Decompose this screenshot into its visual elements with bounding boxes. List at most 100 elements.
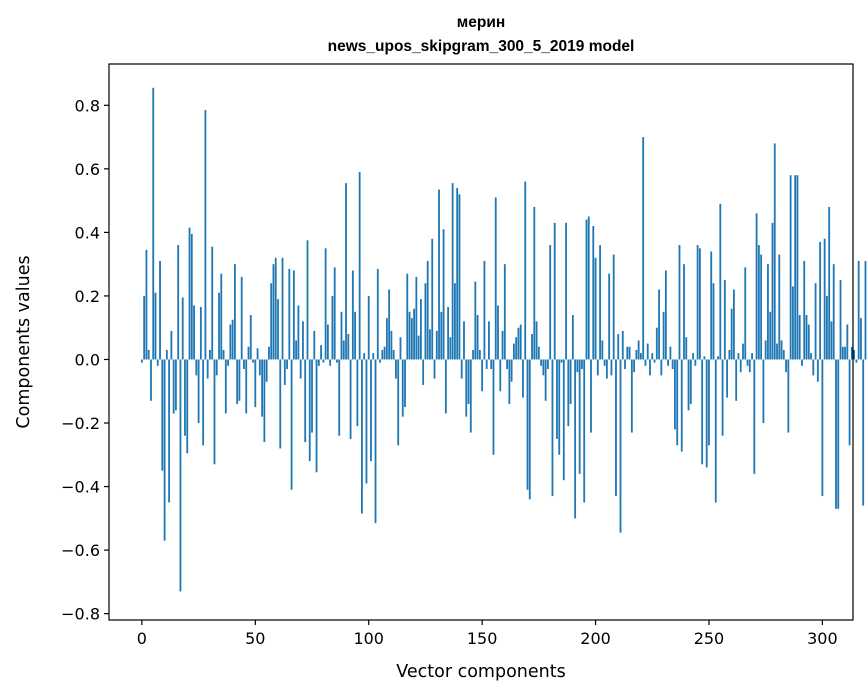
bar [733,289,735,360]
bar [776,343,778,360]
bar [297,305,300,360]
bar [342,340,345,360]
bar [349,359,352,439]
bar [723,280,726,360]
bar [256,348,259,360]
bar [605,359,608,379]
bar [449,337,452,360]
bar [474,281,477,360]
bar [406,273,409,360]
bar [644,359,647,366]
bar [574,359,577,519]
bar [664,270,667,360]
bar [272,264,275,360]
bar [510,359,513,382]
bar [610,359,613,376]
bar [712,283,715,360]
bar [762,359,765,424]
bar [410,318,413,360]
bar [322,359,325,363]
bar [454,283,456,360]
bar [755,213,758,360]
bar [780,340,783,360]
bar [612,254,615,360]
bar [544,359,547,401]
x-tick-label: 150 [467,629,498,648]
bar [737,353,740,360]
bar [753,359,756,474]
bar [562,359,565,481]
bar [556,359,558,439]
bar [519,324,522,360]
bar [662,311,665,360]
bar [637,340,640,360]
bar [168,359,171,503]
bar [791,286,794,360]
bar [537,346,540,360]
bar [213,359,216,465]
bar [388,289,391,360]
bar [635,349,638,360]
bar [220,273,223,360]
bar [156,359,159,366]
bar [458,194,461,360]
bar [358,172,361,360]
bar [646,343,649,360]
bar [551,359,554,497]
bar [685,337,688,360]
bar [533,206,536,360]
bar [417,335,420,360]
bar [512,343,515,360]
bar [243,359,245,370]
x-tick-label: 300 [807,629,838,648]
bar [862,359,865,506]
chart-title: мерин [457,14,505,31]
bar [279,359,282,449]
bar [615,359,617,497]
bar [587,216,590,360]
bar [667,359,670,366]
bar [837,359,840,509]
bar [746,359,749,366]
bar [354,311,357,360]
bar [365,359,368,484]
bar [810,353,812,360]
x-tick-label: 0 [137,629,147,648]
bar [721,359,724,436]
bar [163,359,166,541]
bar [224,359,227,414]
bar [345,183,347,360]
bar [390,330,393,360]
bar [864,260,867,360]
bar [839,280,842,360]
bar [828,206,831,360]
bar [628,346,631,360]
bar [524,181,527,360]
bar [140,359,143,363]
plot-frame [108,63,854,621]
bar [329,359,332,366]
bar [179,359,182,592]
bar [710,251,713,360]
bar [624,359,626,370]
bar [469,359,472,433]
bar [295,340,298,360]
bar [592,226,595,360]
bar [413,308,415,360]
bar [218,292,220,360]
bar [374,359,377,524]
bar [238,359,241,401]
bar [508,359,511,404]
bar [143,295,146,360]
bar [708,359,710,446]
bar [621,330,624,360]
bar [376,268,379,360]
bar [336,359,338,363]
bar [331,295,334,360]
bar [247,346,250,360]
bar [522,359,524,398]
bar [379,359,381,363]
bar [705,359,708,468]
bar [306,240,309,360]
bar [728,349,731,360]
